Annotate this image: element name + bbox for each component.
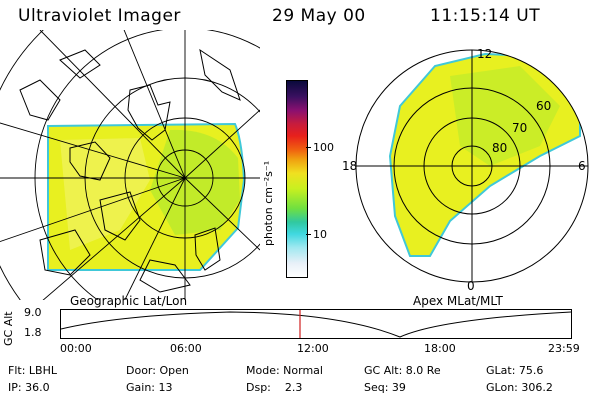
colorbar-tick-100 xyxy=(306,147,311,148)
colorbar-label-10: 10 xyxy=(313,228,327,241)
auroral-oval xyxy=(450,66,560,166)
door-status: Door: Open xyxy=(126,364,189,377)
intensity-colorbar xyxy=(286,80,308,278)
filter-status: Flt: LBHL xyxy=(8,364,57,377)
coastlines xyxy=(19,48,241,293)
right-panel-caption: Apex MLat/MLT xyxy=(413,294,503,308)
uv-image-footprint-magnetic xyxy=(388,52,581,257)
time-tick-00: 00:00 xyxy=(60,342,92,355)
diffuse-glow xyxy=(60,138,150,250)
geographic-map xyxy=(0,30,260,300)
time-tick-12: 12:00 xyxy=(297,342,329,355)
time-tick-2359: 23:59 xyxy=(548,342,580,355)
colorbar-unit-label: photon cm⁻²s⁻¹ xyxy=(262,160,275,246)
left-panel-caption: Geographic Lat/Lon xyxy=(70,294,188,308)
magnetic-polar-plot: 12 18 6 0 60 70 80 xyxy=(342,47,589,293)
time-tick-18: 18:00 xyxy=(424,342,456,355)
mlt-label-0: 0 xyxy=(467,279,475,293)
glat-status: GLat: 75.6 xyxy=(486,364,544,377)
mlat-label-60: 60 xyxy=(536,99,551,113)
altitude-trace-plot xyxy=(60,309,572,339)
gain-status: Gain: 13 xyxy=(126,381,173,394)
mode-status: Mode: Normal xyxy=(246,364,323,377)
colorbar-tick-10 xyxy=(306,234,311,235)
time-tick-06: 06:00 xyxy=(170,342,202,355)
orbit-altitude-trace xyxy=(60,311,572,338)
mlat-label-70: 70 xyxy=(512,121,527,135)
instrument-title: Ultraviolet Imager xyxy=(18,6,181,26)
gc-alt-status: GC Alt: 8.0 Re xyxy=(364,364,441,377)
ip-status: IP: 36.0 xyxy=(8,381,50,394)
glon-status: GLon: 306.2 xyxy=(486,381,553,394)
altitude-tick-9: 9.0 xyxy=(24,306,42,319)
seq-status: Seq: 39 xyxy=(364,381,406,394)
mlt-label-12: 12 xyxy=(477,47,492,61)
date-label: 29 May 00 xyxy=(272,6,366,26)
time-label: 11:15:14 UT xyxy=(430,6,541,26)
altitude-axis-title: GC Alt xyxy=(2,311,15,346)
mlat-grid xyxy=(355,49,589,283)
mlt-label-18: 18 xyxy=(342,159,357,173)
altitude-tick-1-8: 1.8 xyxy=(24,326,42,339)
mlat-label-80: 80 xyxy=(492,141,507,155)
lat-lon-grid xyxy=(0,30,260,300)
mlt-label-6: 6 xyxy=(578,159,586,173)
colorbar-label-100: 100 xyxy=(313,141,334,154)
dsp-status: Dsp: 2.3 xyxy=(246,381,303,394)
